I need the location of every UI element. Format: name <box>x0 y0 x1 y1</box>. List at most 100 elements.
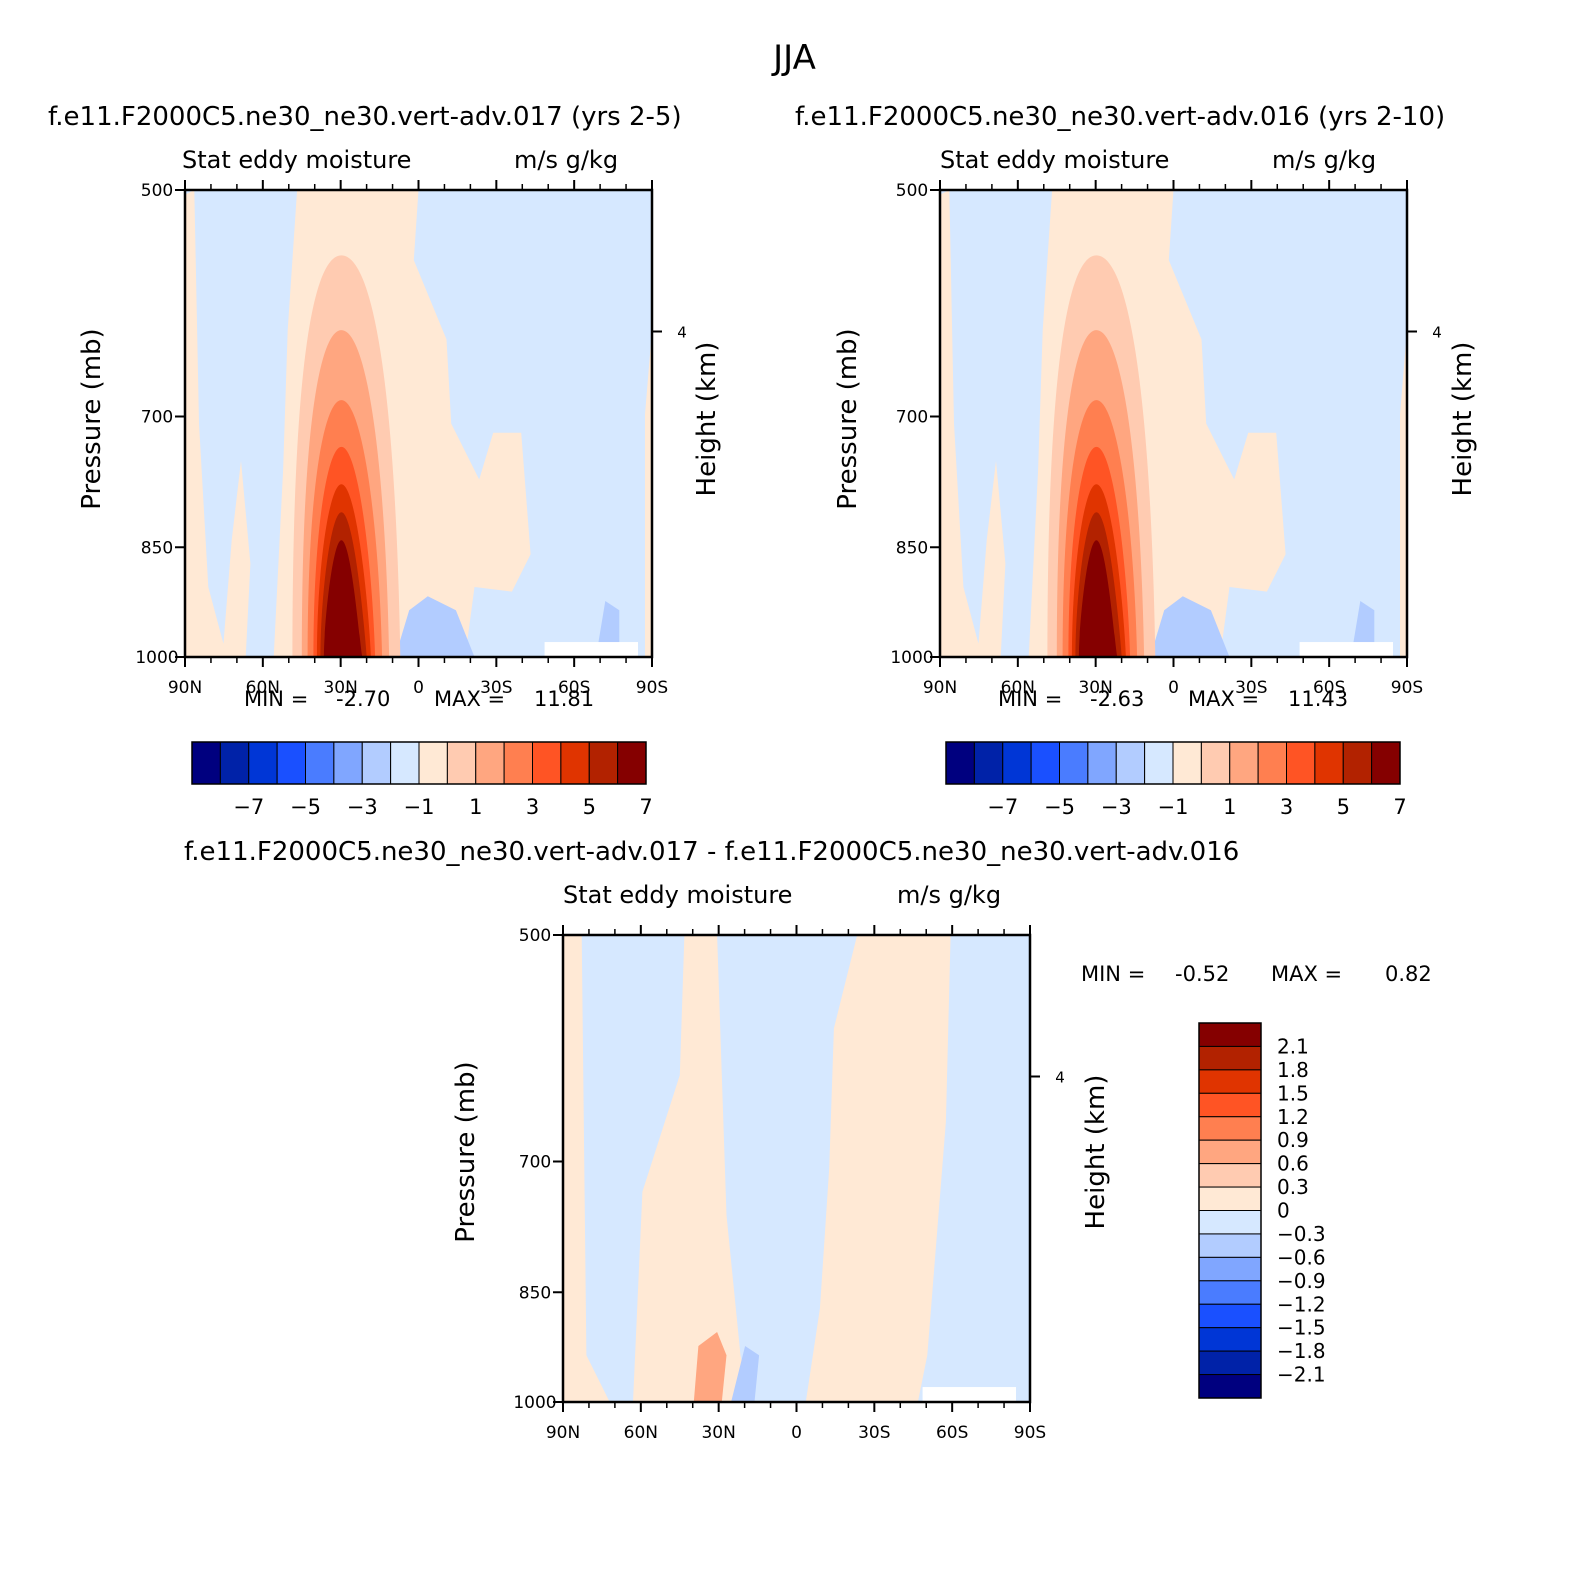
panel3-right-subtitle: m/s g/kg <box>897 881 1002 909</box>
panel2-colorbar-swatch <box>1002 741 1032 785</box>
panel3-colorbar-swatch <box>1198 1116 1262 1141</box>
panel2-colorbar-swatch <box>1030 741 1060 785</box>
panel2-ytick-label: 1000 <box>890 648 933 668</box>
panel2-missing-region <box>1299 642 1393 657</box>
panel2-colorbar-swatch <box>1200 741 1231 785</box>
panel1-xtick-label: 60S <box>558 678 590 698</box>
panel2-region-cream-east <box>1400 330 1407 657</box>
panel1-colorbar-label: 5 <box>583 795 596 819</box>
panel3-colorbar-label: 0 <box>1277 1199 1290 1223</box>
panel3-xtick-label: 30N <box>701 1423 735 1443</box>
panel2-colorbar-label: 7 <box>1393 795 1406 819</box>
panel2-region-cream-streak <box>977 460 1006 657</box>
panel3-colorbar-label: −0.3 <box>1277 1222 1326 1246</box>
panel3-min-value: -0.52 <box>1175 962 1230 986</box>
panel1-contour-fill <box>185 190 652 657</box>
panel1-xtick-label: 0 <box>413 678 424 698</box>
panel1-colorbar-swatch <box>446 741 477 785</box>
panel3-background <box>563 935 1030 1402</box>
panel3-region-cream-b <box>805 935 951 1402</box>
panel1-colorbar-swatch <box>390 741 420 785</box>
panel1-colorbar-swatch <box>475 741 505 785</box>
panel3-colorbar-label: 0.6 <box>1277 1152 1309 1176</box>
panel1-colorbar-label: 1 <box>469 795 482 819</box>
panel2-colorbar-swatch <box>945 741 975 785</box>
panel3-colorbar-label: −0.9 <box>1277 1269 1326 1293</box>
panel1-colorbar-swatch <box>503 741 533 785</box>
panel2-colorbar-swatch <box>973 741 1004 785</box>
panel1-min-label: MIN = <box>244 687 309 711</box>
panel2-contour-fill <box>940 190 1407 657</box>
panel2-xtick-label: 60N <box>1001 678 1035 698</box>
panel2-colorbar-swatch <box>1342 741 1373 785</box>
panel3-colorbar-label: 1.5 <box>1277 1081 1309 1105</box>
panel1-colorbar-swatch <box>219 741 250 785</box>
panel1-colorbar-swatch <box>617 741 647 785</box>
panel2-colorbar-swatch <box>1115 741 1146 785</box>
panel3-colorbar-swatch <box>1198 1163 1262 1188</box>
panel3-colorbar-swatch <box>1198 1022 1262 1047</box>
panel2-ytick-label: 500 <box>896 181 928 201</box>
panel2-colorbar-label: −1 <box>1158 795 1189 819</box>
panel1-colorbar-swatch <box>560 741 590 785</box>
panel3-max-label: MAX = <box>1271 962 1343 986</box>
panel2-colorbar-label: −3 <box>1101 795 1132 819</box>
panel2-colorbar-swatch <box>1286 741 1316 785</box>
panel3-colorbar-label: 1.2 <box>1277 1105 1309 1129</box>
panel1-max-label: MAX = <box>434 687 506 711</box>
panel3-colorbar-swatch <box>1198 1045 1262 1071</box>
panel3-colorbar-label: 2.1 <box>1277 1034 1309 1058</box>
panel1-colorbar-swatch <box>248 741 278 785</box>
panel1-region-blue <box>395 596 475 657</box>
panel2-colorbar-label: 1 <box>1223 795 1236 819</box>
panel1-colorbar-label: 3 <box>526 795 539 819</box>
panel2-colorbar-frame <box>945 741 1401 785</box>
panel1-colorbar-swatch <box>333 741 363 785</box>
panel1-ytick-label: 1000 <box>135 648 178 668</box>
panel1-contour-level-7 <box>323 540 363 657</box>
panel1-xtick-label: 60N <box>246 678 280 698</box>
panel3-title: f.e11.F2000C5.ne30_ne30.vert-adv.017 - f… <box>184 837 1240 867</box>
panel1-colorbar-swatch <box>532 741 562 785</box>
panel1-min-value: -2.70 <box>336 687 391 711</box>
panel1-colorbar-swatch <box>418 741 448 785</box>
panel1-y2tick-label: 4 <box>677 324 687 342</box>
panel3-colorbar-label: −0.6 <box>1277 1245 1326 1269</box>
panel2-colorbar-swatch <box>1144 741 1174 785</box>
panel3-region-negative <box>731 1346 760 1402</box>
panel3-colorbar-swatch <box>1198 1139 1262 1165</box>
panel2-title: f.e11.F2000C5.ne30_ne30.vert-adv.016 (yr… <box>795 102 1446 132</box>
panel3-colorbar-swatch <box>1198 1186 1262 1211</box>
panel3-region-cream-west <box>563 935 610 1402</box>
panel3-min-label: MIN = <box>1081 962 1146 986</box>
panel1-max-value: 11.81 <box>534 687 595 711</box>
panel3-xtick-label: 0 <box>791 1423 802 1443</box>
panel2-max-value: 11.43 <box>1288 687 1349 711</box>
panel1-right-subtitle: m/s g/kg <box>514 146 619 174</box>
panel3-colorbar-label: 0.9 <box>1277 1128 1309 1152</box>
panel1-region-cream-streak <box>222 460 251 657</box>
panel3-xtick-label: 90N <box>546 1423 580 1443</box>
panel3-ytick-label: 500 <box>519 926 551 946</box>
panel3-xtick-label: 30S <box>858 1423 890 1443</box>
panel2-colorbar-swatch <box>1371 741 1401 785</box>
panel3-contour-fill <box>563 935 1030 1402</box>
panel2-colorbar-swatch <box>1229 741 1259 785</box>
panel2-left-subtitle: Stat eddy moisture <box>940 146 1170 174</box>
panel3-region-positive <box>693 1332 727 1402</box>
panel2-contour-level-7 <box>1078 540 1118 657</box>
panel3-colorbar-label: 1.8 <box>1277 1058 1309 1082</box>
panel3-max-value: 0.82 <box>1385 962 1432 986</box>
panel3-xtick-label: 60N <box>624 1423 658 1443</box>
panel3-colorbar-frame <box>1198 1022 1262 1399</box>
panel3-colorbar-label: −1.2 <box>1277 1292 1326 1316</box>
panel2-colorbar-label: 5 <box>1337 795 1350 819</box>
panel1-xtick-label: 30N <box>323 678 357 698</box>
panel3-colorbar-swatch <box>1198 1210 1262 1235</box>
panel1-colorbar-label: 7 <box>639 795 652 819</box>
panel2-y2tick-label: 4 <box>1432 324 1442 342</box>
panel1-xtick-label: 90N <box>168 678 202 698</box>
panel1-colorbar-swatch <box>361 741 392 785</box>
panel3-y2tick-label: 4 <box>1055 1069 1065 1087</box>
